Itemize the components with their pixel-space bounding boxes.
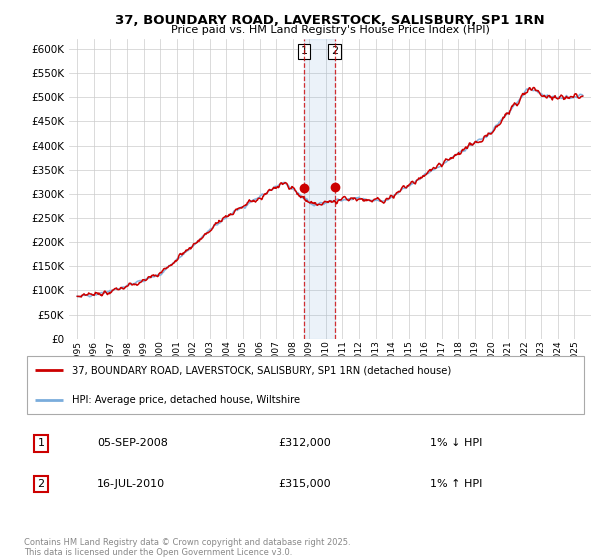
Text: 1: 1 (37, 438, 44, 449)
Text: 37, BOUNDARY ROAD, LAVERSTOCK, SALISBURY, SP1 1RN (detached house): 37, BOUNDARY ROAD, LAVERSTOCK, SALISBURY… (72, 365, 451, 375)
Text: 16-JUL-2010: 16-JUL-2010 (97, 479, 166, 489)
Text: £312,000: £312,000 (278, 438, 331, 449)
FancyBboxPatch shape (27, 356, 584, 414)
Text: 37, BOUNDARY ROAD, LAVERSTOCK, SALISBURY, SP1 1RN: 37, BOUNDARY ROAD, LAVERSTOCK, SALISBURY… (115, 14, 545, 27)
Text: 05-SEP-2008: 05-SEP-2008 (97, 438, 168, 449)
Text: £315,000: £315,000 (278, 479, 331, 489)
Text: 1% ↑ HPI: 1% ↑ HPI (430, 479, 482, 489)
Text: Contains HM Land Registry data © Crown copyright and database right 2025.
This d: Contains HM Land Registry data © Crown c… (24, 538, 350, 557)
Text: 2: 2 (331, 46, 338, 57)
Text: Price paid vs. HM Land Registry's House Price Index (HPI): Price paid vs. HM Land Registry's House … (170, 25, 490, 35)
Text: HPI: Average price, detached house, Wiltshire: HPI: Average price, detached house, Wilt… (72, 395, 300, 405)
Text: 1% ↓ HPI: 1% ↓ HPI (430, 438, 482, 449)
Bar (304, 39, 335, 339)
Text: 2: 2 (37, 479, 44, 489)
Text: 1: 1 (301, 46, 307, 57)
